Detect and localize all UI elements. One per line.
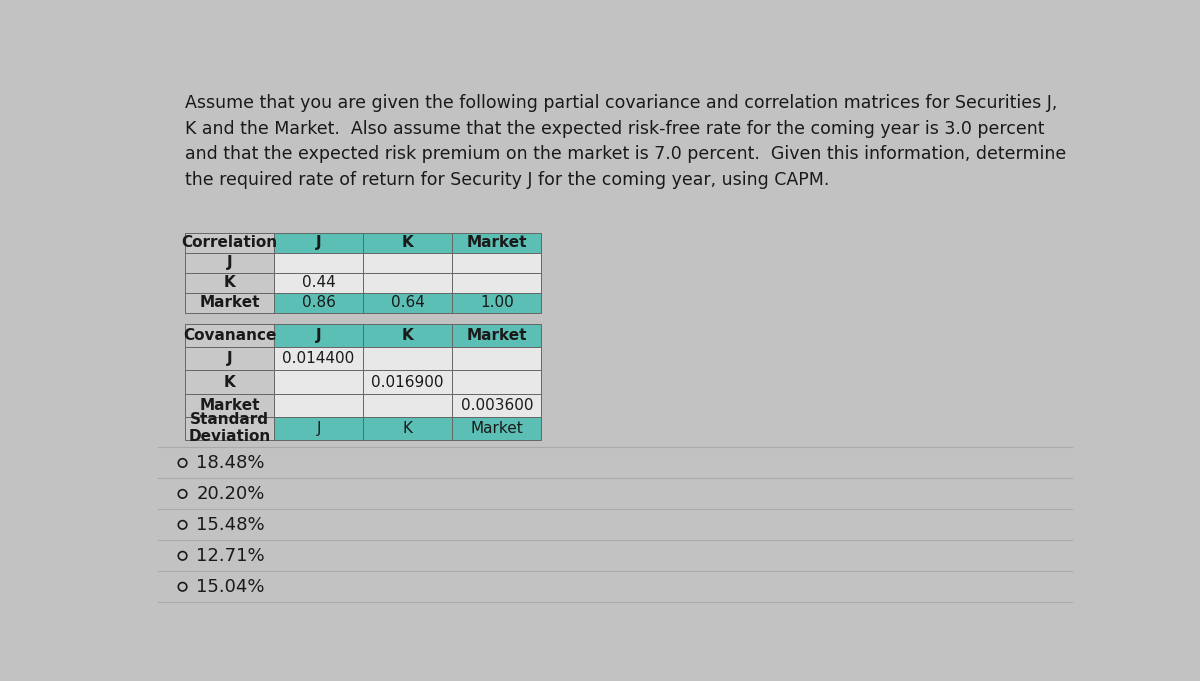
Text: 0.64: 0.64 — [391, 295, 425, 311]
Bar — [274, 253, 364, 272]
Bar — [274, 233, 364, 253]
Text: K: K — [403, 421, 413, 436]
Bar — [274, 347, 364, 370]
Bar — [274, 324, 364, 347]
Bar — [185, 233, 274, 253]
Bar — [274, 394, 364, 417]
Bar — [364, 233, 452, 253]
Bar — [185, 394, 274, 417]
Text: Standard
Deviation: Standard Deviation — [188, 412, 270, 445]
Text: Market: Market — [199, 398, 259, 413]
Text: Market: Market — [470, 421, 523, 436]
Text: 18.48%: 18.48% — [197, 454, 265, 472]
Bar — [185, 272, 274, 293]
Bar — [452, 394, 541, 417]
Bar — [185, 253, 274, 272]
Bar — [364, 347, 452, 370]
Bar — [274, 293, 364, 313]
Text: 0.016900: 0.016900 — [372, 375, 444, 390]
Text: K: K — [402, 235, 414, 250]
Bar — [452, 253, 541, 272]
Text: J: J — [316, 235, 322, 250]
Bar — [274, 417, 364, 440]
Bar — [452, 233, 541, 253]
Bar — [452, 272, 541, 293]
Bar — [364, 253, 452, 272]
Bar — [364, 417, 452, 440]
Bar — [452, 417, 541, 440]
Bar — [274, 272, 364, 293]
Bar — [452, 324, 541, 347]
Bar — [185, 370, 274, 394]
Text: J: J — [316, 328, 322, 343]
Bar — [185, 347, 274, 370]
Bar — [364, 394, 452, 417]
Text: 20.20%: 20.20% — [197, 485, 265, 503]
Text: 15.48%: 15.48% — [197, 516, 265, 534]
Text: Covanance: Covanance — [182, 328, 276, 343]
Text: Correlation: Correlation — [181, 235, 277, 250]
Text: Assume that you are given the following partial covariance and correlation matri: Assume that you are given the following … — [185, 94, 1066, 189]
Text: Market: Market — [467, 235, 527, 250]
Text: 0.44: 0.44 — [301, 275, 336, 290]
Text: K: K — [223, 375, 235, 390]
Text: 0.003600: 0.003600 — [461, 398, 533, 413]
Bar — [364, 272, 452, 293]
Bar — [452, 370, 541, 394]
Bar — [185, 324, 274, 347]
Bar — [364, 324, 452, 347]
Bar — [185, 293, 274, 313]
Bar — [364, 293, 452, 313]
Bar — [452, 347, 541, 370]
Text: Market: Market — [199, 295, 259, 311]
Text: 1.00: 1.00 — [480, 295, 514, 311]
Text: J: J — [227, 255, 233, 270]
Text: 0.014400: 0.014400 — [282, 351, 355, 366]
Bar — [185, 417, 274, 440]
Bar — [274, 370, 364, 394]
Text: 0.86: 0.86 — [301, 295, 336, 311]
Text: J: J — [227, 351, 233, 366]
Text: K: K — [223, 275, 235, 290]
Text: K: K — [402, 328, 414, 343]
Text: 15.04%: 15.04% — [197, 577, 265, 596]
Text: 12.71%: 12.71% — [197, 547, 265, 565]
Bar — [364, 370, 452, 394]
Bar — [452, 293, 541, 313]
Text: J: J — [317, 421, 320, 436]
Text: Market: Market — [467, 328, 527, 343]
